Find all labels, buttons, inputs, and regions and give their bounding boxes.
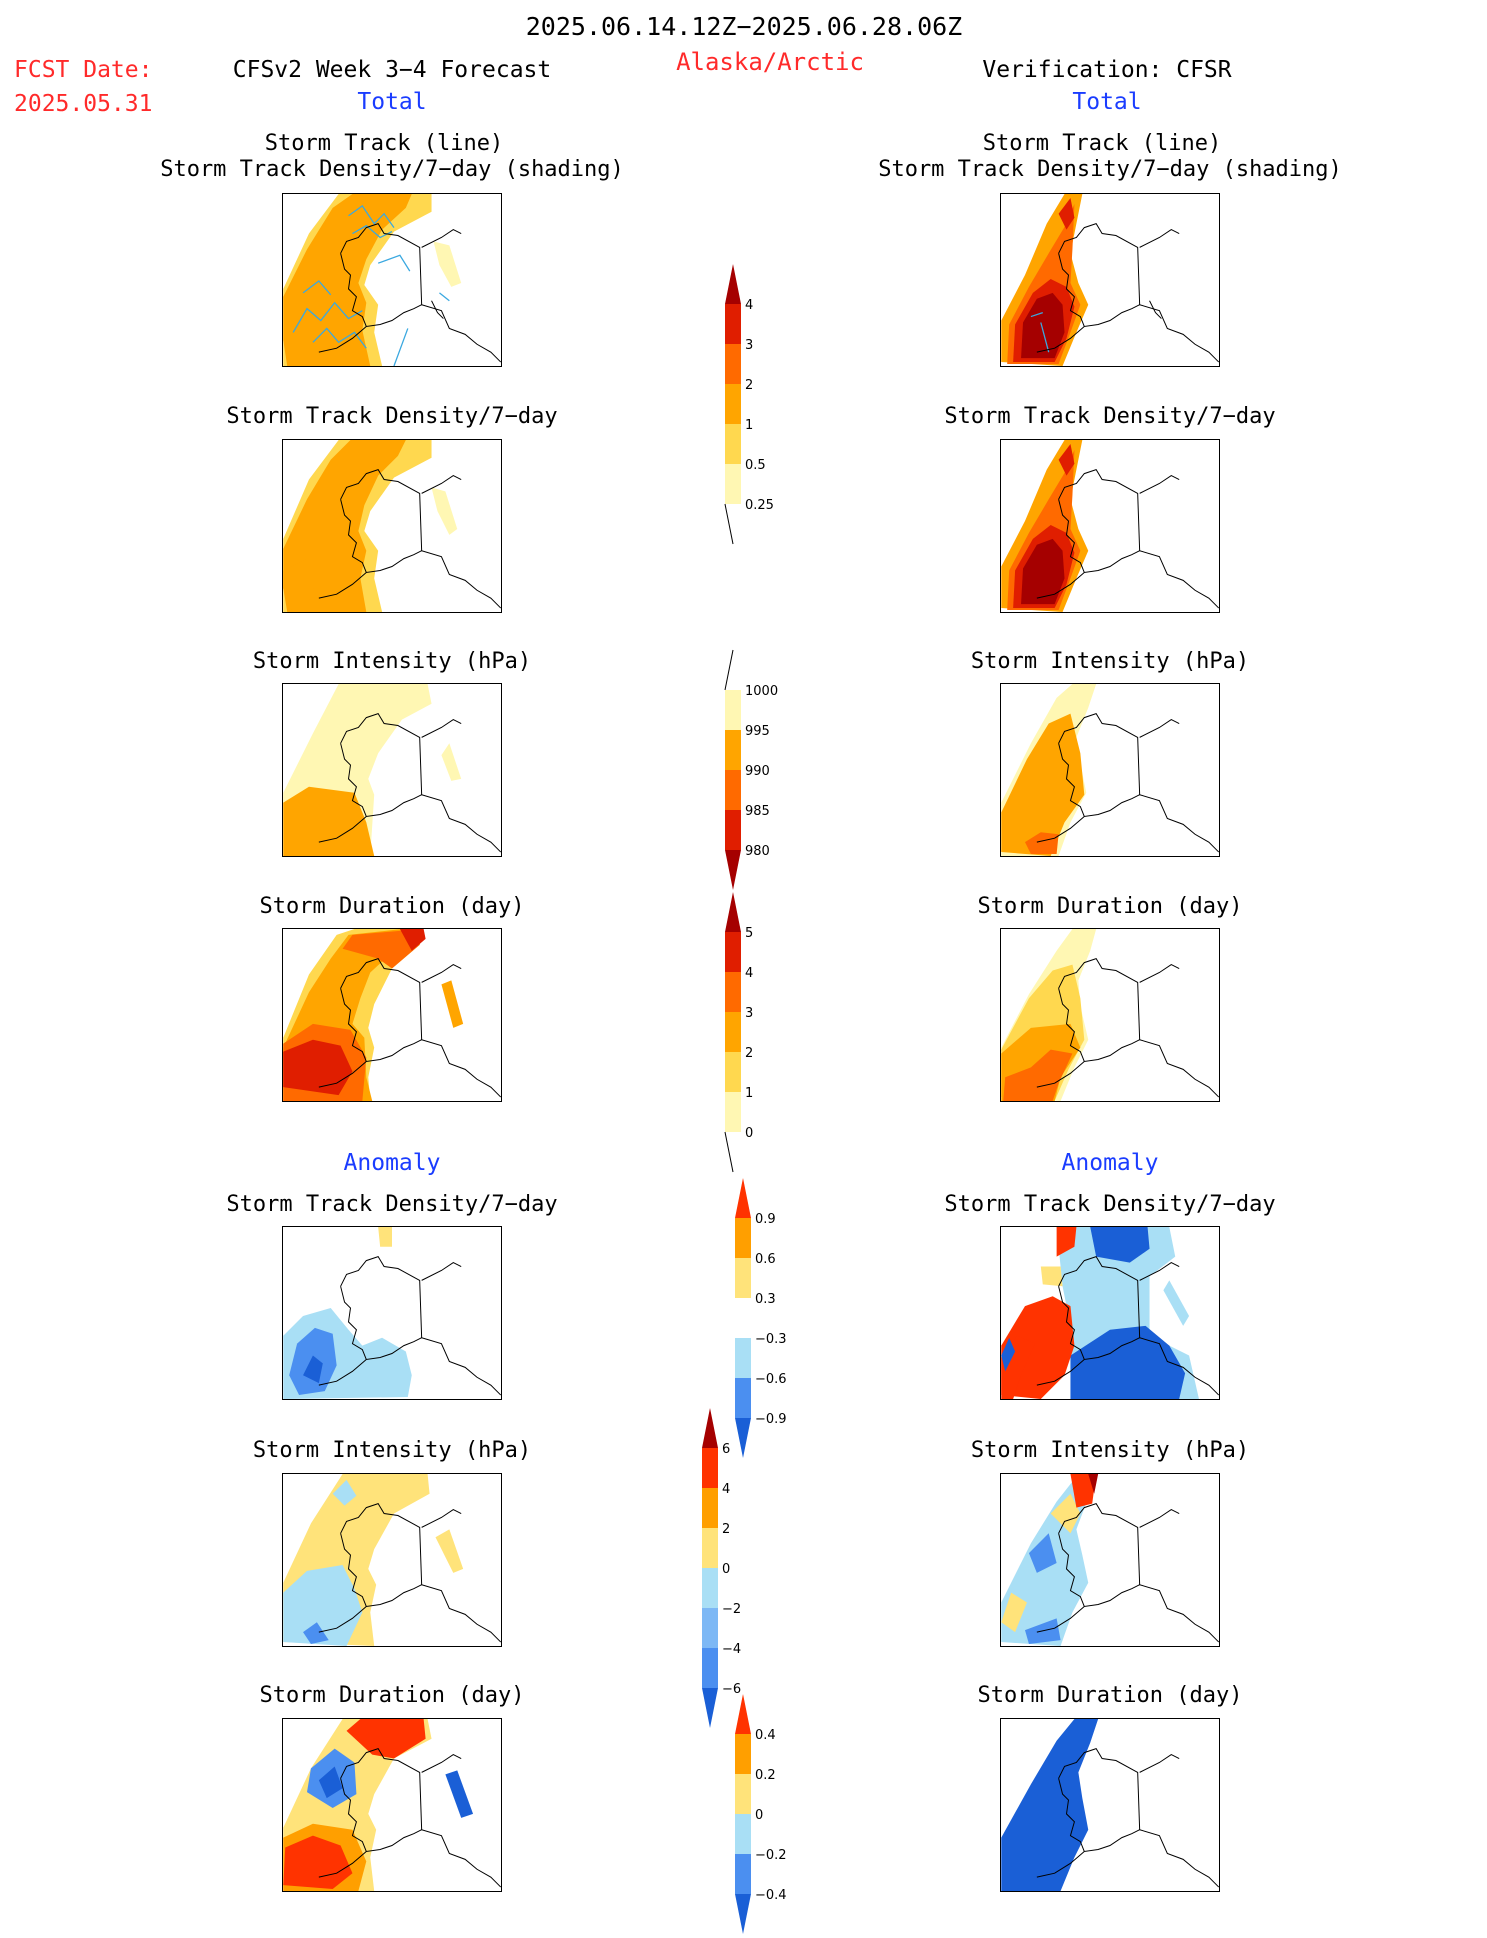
left-duration-title: Storm Duration (day) bbox=[259, 894, 525, 919]
colorbar-duration-total: 5 4 3 2 1 0 bbox=[724, 892, 805, 1176]
right-anom-duration-title: Storm Duration (day) bbox=[977, 1683, 1243, 1708]
left-density-title: Storm Track Density/7−day bbox=[226, 404, 558, 429]
cbar-dt-0: 4 bbox=[745, 298, 753, 313]
cbar-dt-5: 0.25 bbox=[745, 498, 774, 513]
left-anomaly-label: Anomaly bbox=[343, 1150, 441, 1176]
region-label: Alaska/Arctic bbox=[676, 48, 864, 76]
cbar-ia-0: 6 bbox=[722, 1442, 730, 1457]
verification-title: Verification: CFSR bbox=[982, 57, 1232, 83]
map-cfsr-density bbox=[1000, 439, 1220, 613]
cbar-dua-3: −0.2 bbox=[755, 1848, 787, 1863]
cbar-it-2: 990 bbox=[745, 764, 770, 779]
right-duration-title: Storm Duration (day) bbox=[977, 894, 1243, 919]
forecast-period: 2025.06.14.12Z−2025.06.28.06Z bbox=[525, 12, 963, 41]
cbar-da-1: 0.6 bbox=[755, 1252, 776, 1267]
cbar-du-0: 5 bbox=[745, 926, 753, 941]
cbar-ia-2: 2 bbox=[722, 1522, 730, 1537]
cbar-du-4: 1 bbox=[745, 1086, 753, 1101]
cbar-it-4: 980 bbox=[745, 844, 770, 859]
cbar-ia-1: 4 bbox=[722, 1482, 730, 1497]
cbar-da-0: 0.9 bbox=[755, 1212, 776, 1227]
cbar-da-2: 0.3 bbox=[755, 1292, 776, 1307]
map-fcst-track bbox=[282, 193, 502, 367]
colorbar-density-anom: 0.9 0.6 0.3 −0.3 −0.6 −0.9 bbox=[735, 1178, 815, 1462]
right-anomaly-label: Anomaly bbox=[1061, 1150, 1159, 1176]
cbar-dua-0: 0.4 bbox=[755, 1728, 776, 1743]
cbar-dua-1: 0.2 bbox=[755, 1768, 776, 1783]
map-cfsr-intensity bbox=[1000, 683, 1220, 857]
left-track-shading-title: Storm Track Density/7−day (shading) bbox=[160, 157, 624, 182]
cbar-dt-4: 0.5 bbox=[745, 458, 766, 473]
cbar-it-0: 1000 bbox=[745, 684, 778, 699]
cbar-da-5: −0.9 bbox=[755, 1412, 787, 1427]
cbar-dua-2: 0 bbox=[755, 1808, 763, 1823]
cbar-ia-6: −6 bbox=[722, 1682, 741, 1697]
cbar-du-5: 0 bbox=[745, 1126, 753, 1141]
cbar-ia-3: 0 bbox=[722, 1562, 730, 1577]
map-cfsr-anom-intensity bbox=[1000, 1473, 1220, 1647]
cbar-ia-5: −4 bbox=[722, 1642, 741, 1657]
left-intensity-title: Storm Intensity (hPa) bbox=[252, 649, 532, 674]
fcst-date-label: FCST Date: bbox=[14, 57, 153, 83]
left-anom-density-title: Storm Track Density/7−day bbox=[226, 1192, 558, 1217]
map-fcst-anom-density bbox=[282, 1226, 502, 1400]
map-fcst-anom-intensity bbox=[282, 1473, 502, 1647]
map-cfsr-anom-duration bbox=[1000, 1718, 1220, 1892]
map-fcst-intensity bbox=[282, 683, 502, 857]
forecast-model-title: CFSv2 Week 3−4 Forecast bbox=[232, 57, 552, 83]
left-anom-intensity-title: Storm Intensity (hPa) bbox=[252, 1438, 532, 1463]
fcst-date-value: 2025.05.31 bbox=[14, 91, 153, 117]
cbar-it-3: 985 bbox=[745, 804, 770, 819]
colorbar-intensity-total: 1000 995 990 985 980 bbox=[724, 649, 805, 894]
cbar-dua-4: −0.4 bbox=[755, 1888, 787, 1903]
map-cfsr-track bbox=[1000, 193, 1220, 367]
map-fcst-duration bbox=[282, 928, 502, 1102]
cbar-du-2: 3 bbox=[745, 1006, 753, 1021]
left-total-label: Total bbox=[357, 89, 427, 115]
colorbar-duration-anom: 0.4 0.2 0 −0.2 −0.4 bbox=[735, 1694, 815, 1938]
colorbar-intensity-anom: 6 4 2 0 −2 −4 −6 bbox=[702, 1408, 782, 1732]
right-total-label: Total bbox=[1072, 89, 1142, 115]
map-fcst-anom-duration bbox=[282, 1718, 502, 1892]
cbar-da-3: −0.3 bbox=[755, 1332, 787, 1347]
right-intensity-title: Storm Intensity (hPa) bbox=[970, 649, 1250, 674]
cbar-dt-3: 1 bbox=[745, 418, 753, 433]
right-anom-density-title: Storm Track Density/7−day bbox=[944, 1192, 1276, 1217]
cbar-dt-1: 3 bbox=[745, 338, 753, 353]
right-track-shading-title: Storm Track Density/7−day (shading) bbox=[878, 157, 1342, 182]
map-cfsr-anom-density bbox=[1000, 1226, 1220, 1400]
cbar-da-4: −0.6 bbox=[755, 1372, 787, 1387]
left-track-line-title: Storm Track (line) bbox=[264, 131, 504, 156]
colorbar-density-total: 4 3 2 1 0.5 0.25 bbox=[724, 264, 805, 548]
right-density-title: Storm Track Density/7−day bbox=[944, 404, 1276, 429]
cbar-du-1: 4 bbox=[745, 966, 753, 981]
left-anom-duration-title: Storm Duration (day) bbox=[259, 1683, 525, 1708]
cbar-ia-4: −2 bbox=[722, 1602, 741, 1617]
cbar-it-1: 995 bbox=[745, 724, 770, 739]
map-cfsr-duration bbox=[1000, 928, 1220, 1102]
right-anom-intensity-title: Storm Intensity (hPa) bbox=[970, 1438, 1250, 1463]
cbar-dt-2: 2 bbox=[745, 378, 753, 393]
right-track-line-title: Storm Track (line) bbox=[982, 131, 1222, 156]
cbar-du-3: 2 bbox=[745, 1046, 753, 1061]
map-fcst-density bbox=[282, 439, 502, 613]
